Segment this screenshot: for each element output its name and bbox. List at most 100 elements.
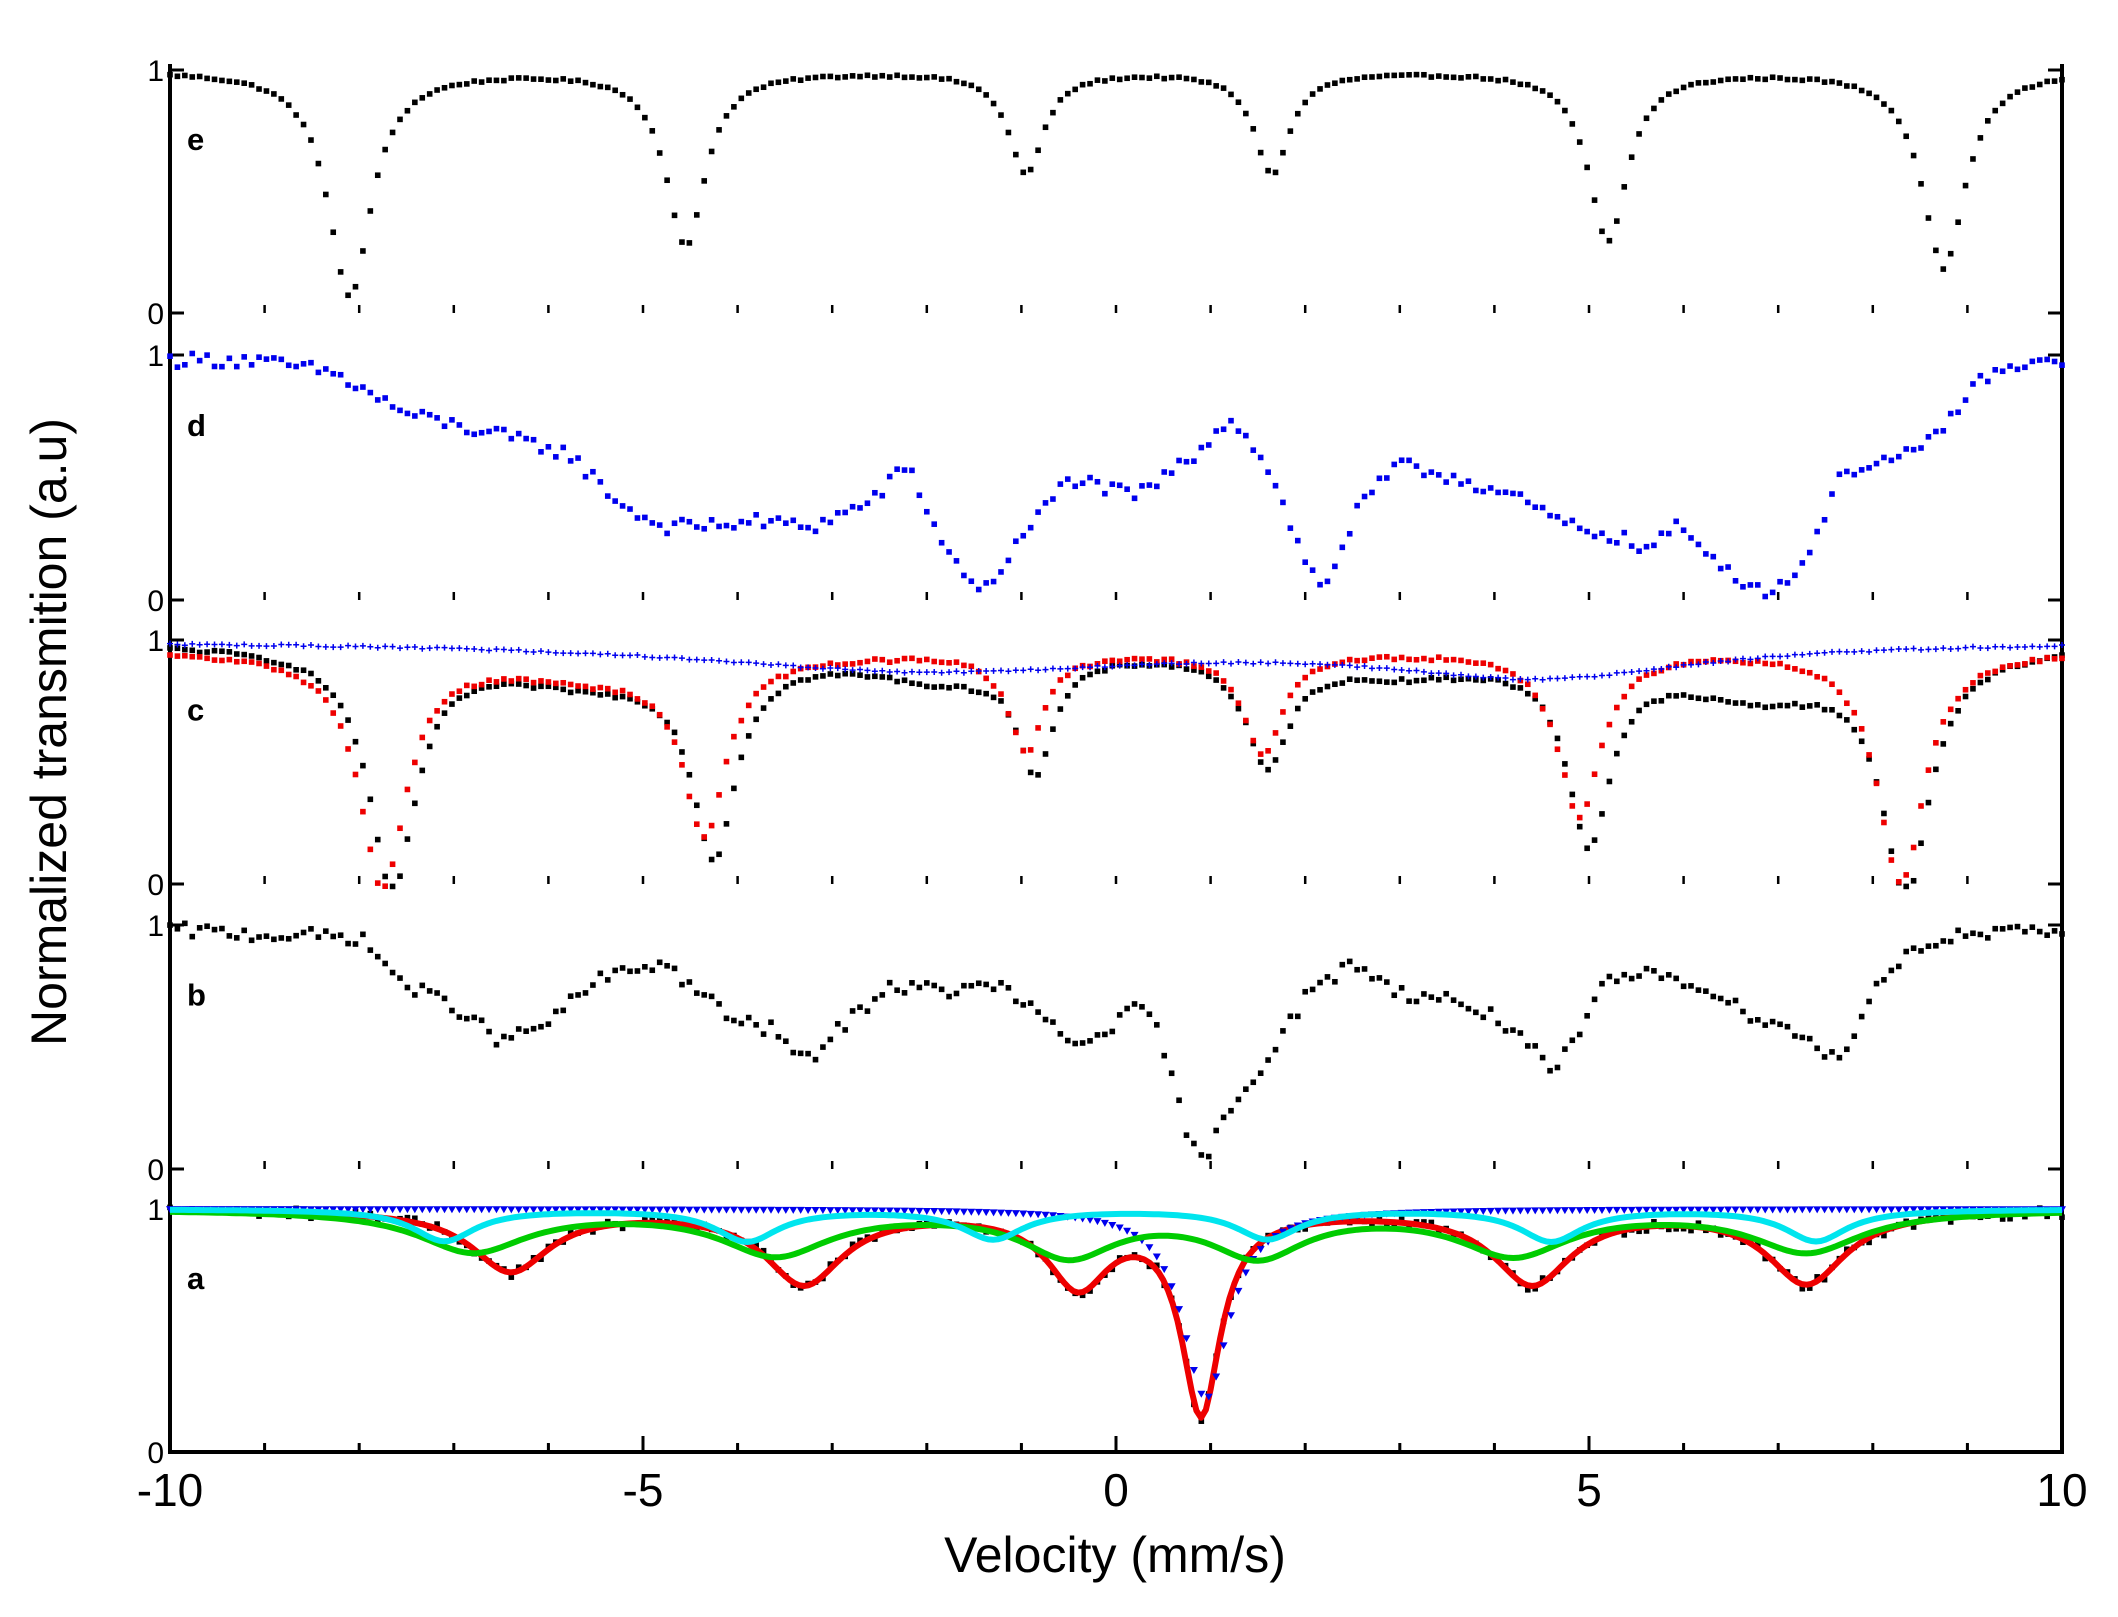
y-tick-label: 1 xyxy=(147,55,164,88)
data-point xyxy=(790,1049,797,1056)
data-point xyxy=(382,960,388,967)
data-point xyxy=(523,1028,529,1034)
data-point xyxy=(426,91,433,97)
data-point xyxy=(901,655,908,662)
data-point xyxy=(753,716,759,723)
data-point xyxy=(1933,942,1939,949)
data-point xyxy=(530,679,537,686)
data-point xyxy=(1918,803,1924,809)
data-point xyxy=(1027,747,1034,753)
data-point xyxy=(441,84,448,91)
series-d-data xyxy=(167,350,2065,600)
data-point xyxy=(1428,74,1435,80)
data-point xyxy=(404,786,411,793)
data-point xyxy=(1458,676,1464,683)
data-point xyxy=(1495,489,1501,496)
panel-d: 01d xyxy=(147,336,2065,1452)
data-point xyxy=(857,1004,863,1010)
data-point xyxy=(182,652,188,659)
data-point xyxy=(1725,564,1731,570)
data-point xyxy=(1398,666,1405,673)
data-point xyxy=(723,113,730,119)
data-point xyxy=(1584,801,1590,807)
data-point xyxy=(1079,1292,1086,1299)
data-point xyxy=(796,1206,805,1214)
data-point xyxy=(2059,76,2065,83)
data-point xyxy=(1241,1269,1250,1277)
data-point xyxy=(1754,582,1761,588)
data-point xyxy=(1361,966,1368,972)
data-point xyxy=(1532,504,1539,510)
data-point xyxy=(1102,490,1108,497)
data-point xyxy=(1673,664,1680,671)
data-point xyxy=(1606,973,1613,980)
data-point xyxy=(1480,488,1487,495)
data-point xyxy=(1844,83,1850,89)
data-point xyxy=(768,517,774,524)
data-point xyxy=(1918,445,1924,451)
data-point xyxy=(1443,674,1449,681)
data-point xyxy=(1317,979,1323,986)
data-point xyxy=(931,669,938,676)
data-point xyxy=(1294,705,1301,712)
data-point xyxy=(1851,648,1858,655)
data-point xyxy=(760,684,767,690)
data-point xyxy=(922,1207,931,1215)
data-point xyxy=(1872,1206,1881,1214)
data-point xyxy=(1821,516,1828,523)
data-point xyxy=(1664,1206,1673,1214)
data-point xyxy=(649,967,656,974)
data-point xyxy=(196,649,203,656)
data-point xyxy=(1621,184,1628,190)
data-point xyxy=(990,578,997,585)
data-point xyxy=(1228,1107,1234,1114)
data-point xyxy=(1450,677,1457,684)
data-point xyxy=(1866,752,1872,758)
series-c-black xyxy=(167,645,2065,890)
data-point xyxy=(1933,740,1939,746)
data-point xyxy=(478,685,485,691)
data-point xyxy=(196,641,203,648)
data-point xyxy=(1176,457,1182,464)
data-point xyxy=(901,467,908,473)
data-point xyxy=(989,1209,998,1217)
data-point xyxy=(953,558,960,564)
data-point xyxy=(323,191,329,198)
data-point xyxy=(1101,664,1108,671)
data-point xyxy=(834,510,841,516)
data-point xyxy=(1925,434,1932,440)
data-point xyxy=(1332,681,1338,688)
data-point xyxy=(968,663,975,670)
data-point xyxy=(1050,496,1056,502)
data-point xyxy=(1494,1207,1503,1215)
data-point xyxy=(729,1206,738,1214)
data-point xyxy=(1658,975,1665,982)
data-point xyxy=(1035,725,1041,731)
data-point xyxy=(1309,91,1316,97)
data-point xyxy=(804,1206,813,1214)
data-point xyxy=(716,1001,722,1007)
data-point xyxy=(308,359,314,366)
data-point xyxy=(1665,91,1672,97)
data-point xyxy=(849,503,856,510)
data-point xyxy=(775,661,782,668)
data-point xyxy=(426,988,433,994)
data-point xyxy=(1769,703,1776,710)
data-point xyxy=(1903,872,1909,878)
data-point xyxy=(753,86,759,93)
data-point xyxy=(447,1206,456,1214)
data-point xyxy=(167,71,173,78)
data-point xyxy=(515,430,522,437)
data-point xyxy=(1265,167,1271,174)
data-point xyxy=(1636,707,1642,714)
data-point xyxy=(1369,655,1375,661)
data-point xyxy=(760,1031,767,1037)
data-point xyxy=(1799,77,1806,84)
data-point xyxy=(241,651,247,658)
data-point xyxy=(1621,1232,1628,1238)
data-point xyxy=(271,355,277,361)
data-point xyxy=(1471,1208,1480,1216)
data-point xyxy=(1925,215,1932,221)
data-point xyxy=(1599,811,1605,817)
